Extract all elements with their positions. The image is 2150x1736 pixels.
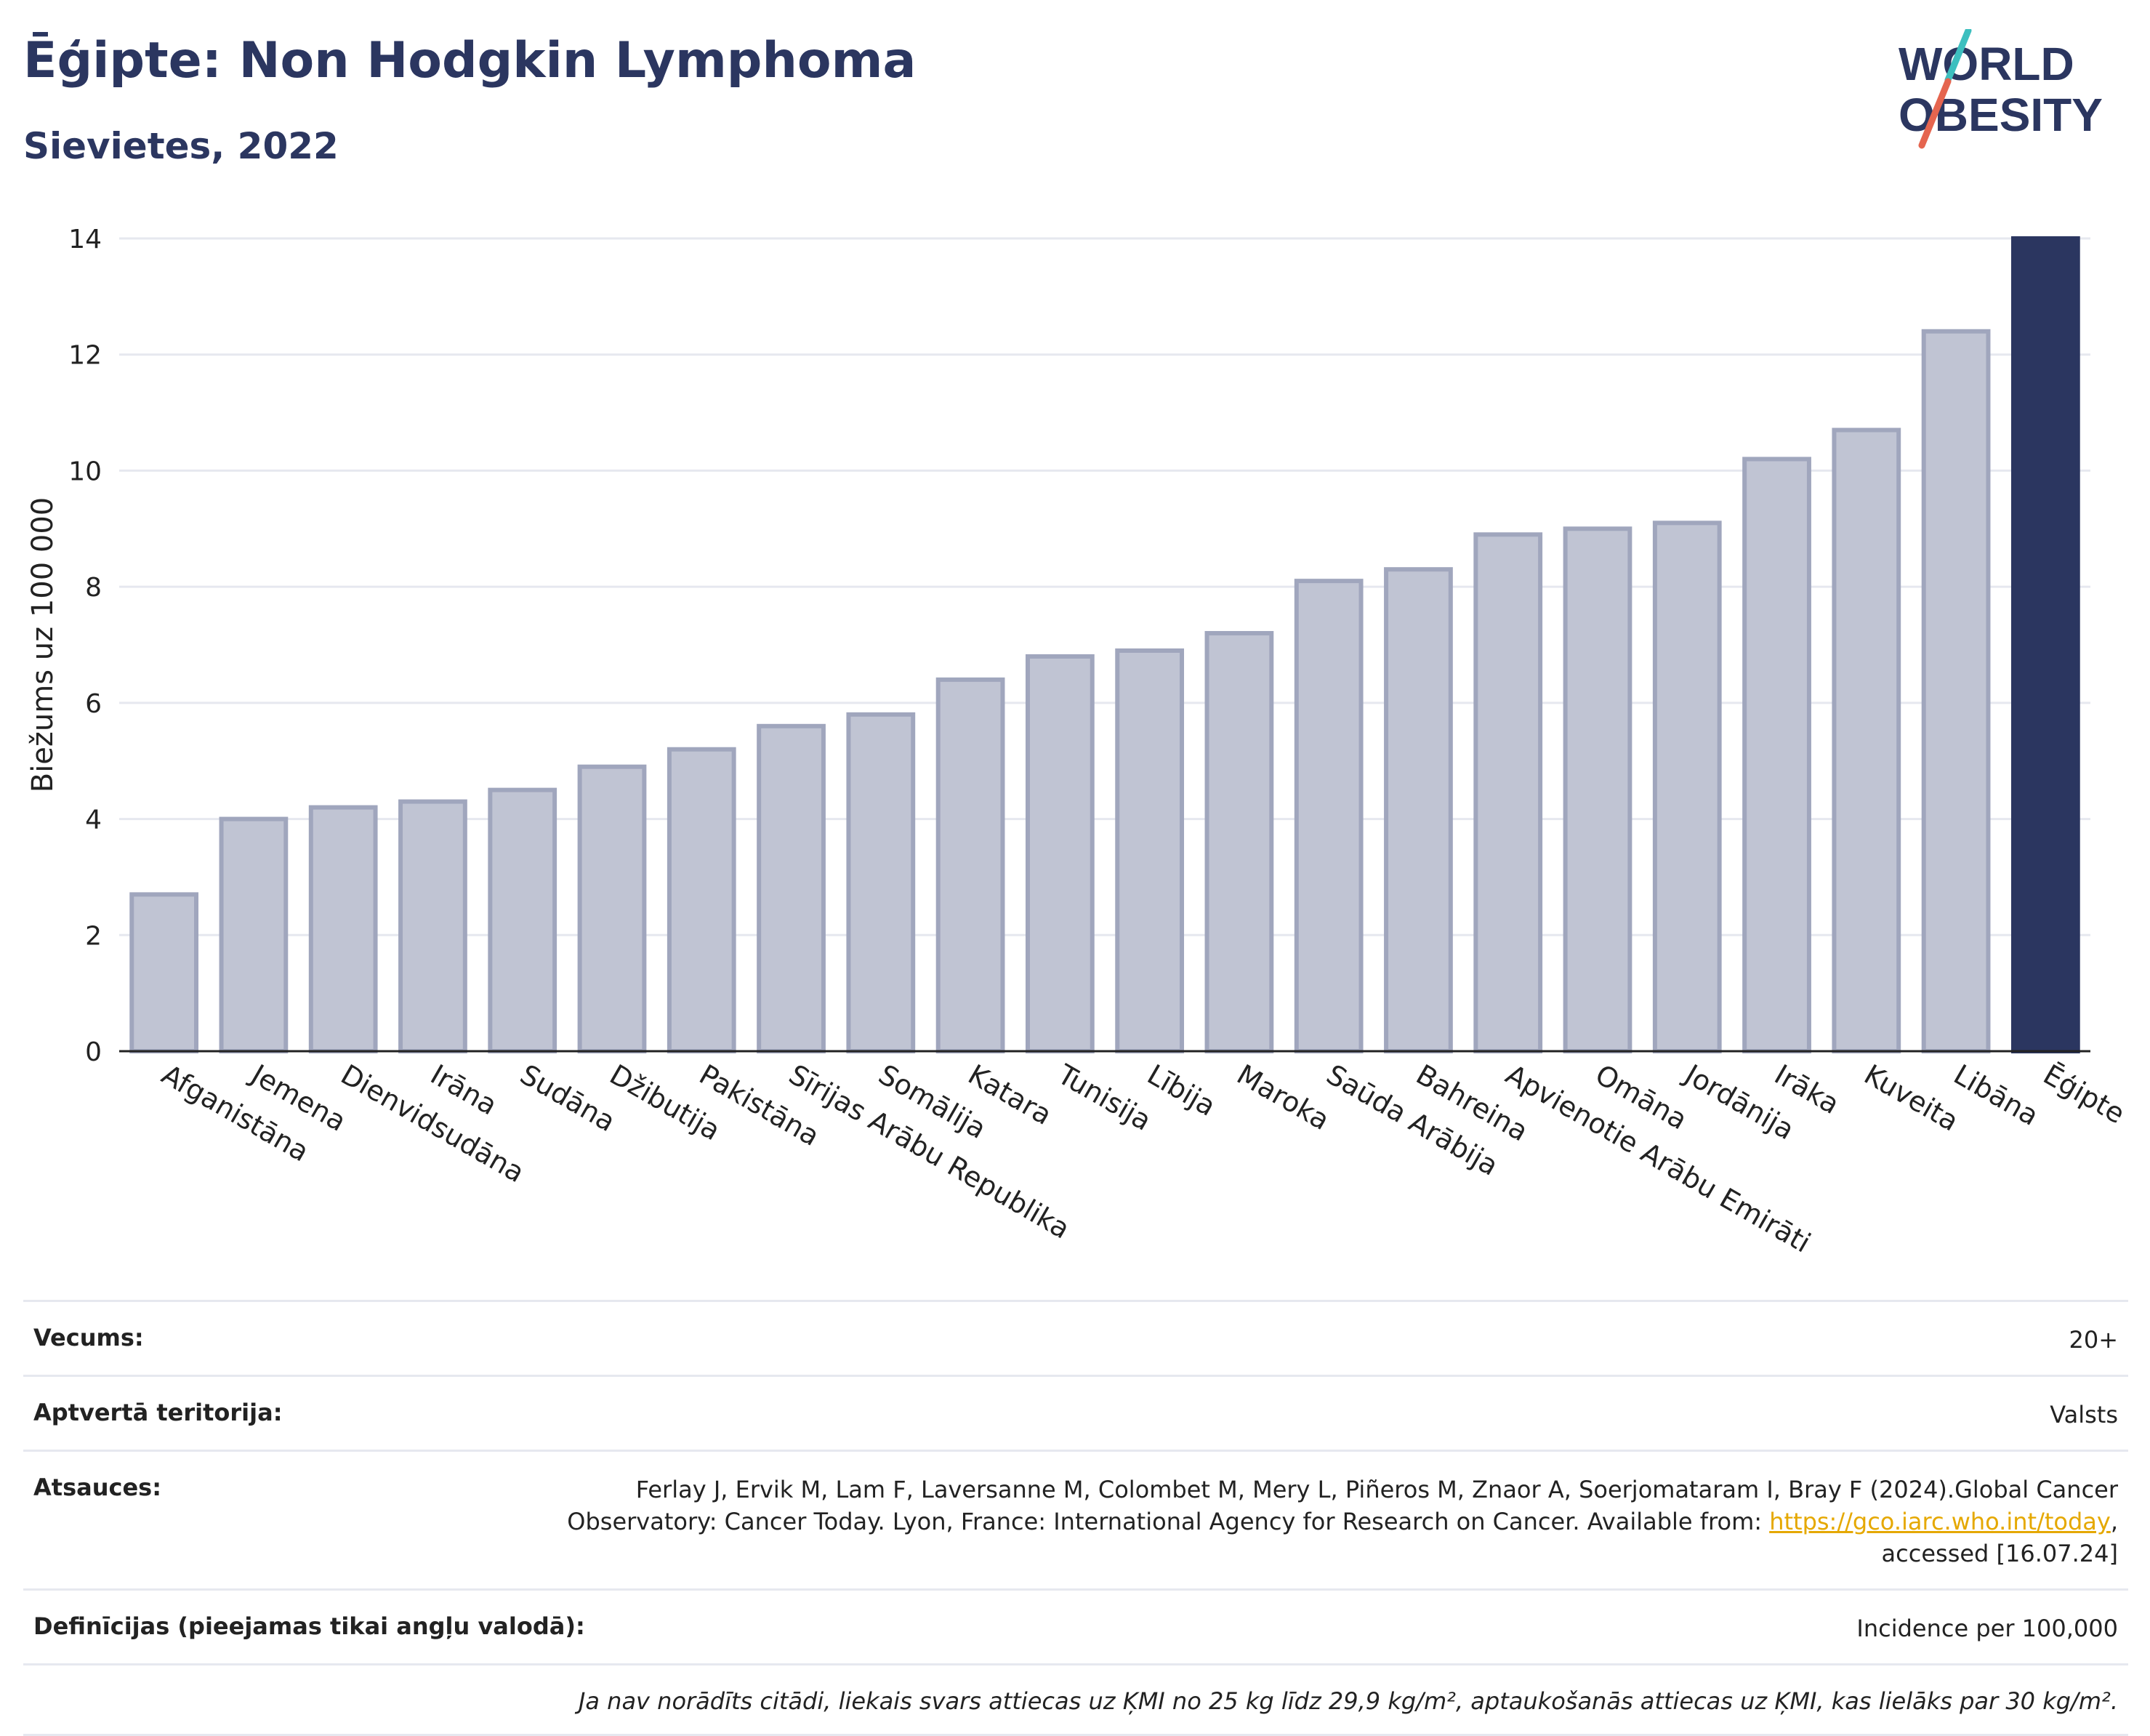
bar-1 (129, 892, 199, 1054)
y-tick-label: 8 (85, 573, 102, 603)
bar-22 (2010, 236, 2080, 1053)
x-tick-label: Ēģipte (2038, 1058, 2130, 1130)
bar-11 (1025, 654, 1095, 1053)
x-tick-label: Kuveita (1859, 1058, 1964, 1138)
bar-14 (1294, 579, 1364, 1053)
bar-13 (1204, 631, 1274, 1053)
age-value: 20+ (2069, 1326, 2118, 1354)
y-tick-label: 14 (68, 225, 102, 254)
logo-slash-red-icon (1918, 78, 1952, 149)
bar-8 (757, 723, 826, 1053)
bar-7 (667, 747, 736, 1053)
references-label: Atsauces: (33, 1474, 161, 1501)
bar-16 (1473, 532, 1543, 1053)
y-axis-label: Biežums uz 100 000 (26, 497, 60, 793)
y-tick-label: 2 (85, 921, 102, 951)
metadata-table: Vecums: 20+ Aptvertā teritorija: Valsts … (23, 1300, 2128, 1736)
page-subtitle: Sievietes, 2022 (23, 125, 339, 167)
y-tick-label: 12 (68, 341, 102, 371)
x-tick-label: Libāna (1949, 1058, 2045, 1132)
bar-17 (1563, 526, 1632, 1053)
definitions-label: Definīcijas (pieejamas tikai angļu valod… (33, 1612, 585, 1640)
bar-19 (1742, 457, 1811, 1053)
y-tick-label: 0 (85, 1037, 102, 1067)
bar-15 (1384, 567, 1453, 1053)
bar-10 (935, 677, 1005, 1054)
meta-row-definitions: Definīcijas (pieejamas tikai angļu valod… (23, 1588, 2128, 1663)
page-title: Ēģipte: Non Hodgkin Lymphoma (23, 32, 917, 89)
references-accessed: , accessed [16.07.24] (1881, 1508, 2118, 1567)
definitions-value: Incidence per 100,000 (1856, 1615, 2118, 1642)
age-label: Vecums: (33, 1324, 144, 1351)
references-link[interactable]: https://gco.iarc.who.int/today (1769, 1508, 2111, 1535)
references-text: Ferlay J, Ervik M, Lam F, Laversanne M, … (567, 1476, 2118, 1535)
bar-3 (308, 805, 378, 1053)
meta-row-references: Atsauces: Ferlay J, Ervik M, Lam F, Lave… (23, 1450, 2128, 1588)
y-tick-label: 10 (68, 457, 102, 486)
territory-value: Valsts (2050, 1401, 2118, 1428)
logo-line1: WORLD (1899, 38, 2074, 90)
bar-21 (1921, 329, 1991, 1053)
bar-4 (398, 799, 467, 1053)
bar-5 (488, 787, 557, 1054)
y-tick-label: 6 (85, 689, 102, 719)
references-value: Ferlay J, Ervik M, Lam F, Laversanne M, … (555, 1474, 2118, 1570)
bar-12 (1115, 648, 1185, 1053)
x-tick-label: Maroka (1231, 1058, 1334, 1136)
x-tick-label: Tunisija (1052, 1058, 1156, 1137)
bar-6 (577, 764, 647, 1053)
bmi-note: Ja nav norādīts citādi, liekais svars at… (578, 1687, 2118, 1715)
bar-9 (846, 712, 916, 1053)
meta-row-note: Ja nav norādīts citādi, liekais svars at… (23, 1663, 2128, 1736)
y-tick-label: 4 (85, 805, 102, 835)
meta-row-territory: Aptvertā teritorija: Valsts (23, 1375, 2128, 1450)
bar-2 (219, 816, 289, 1053)
logo-slash-teal-icon (1944, 29, 1972, 84)
meta-row-age: Vecums: 20+ (23, 1300, 2128, 1375)
world-obesity-logo: WORLD OBESITY (1899, 29, 2103, 149)
x-tick-label: Sudāna (515, 1058, 621, 1138)
bar-20 (1832, 427, 1901, 1053)
bar-18 (1652, 521, 1722, 1053)
territory-label: Aptvertā teritorija: (33, 1399, 283, 1426)
